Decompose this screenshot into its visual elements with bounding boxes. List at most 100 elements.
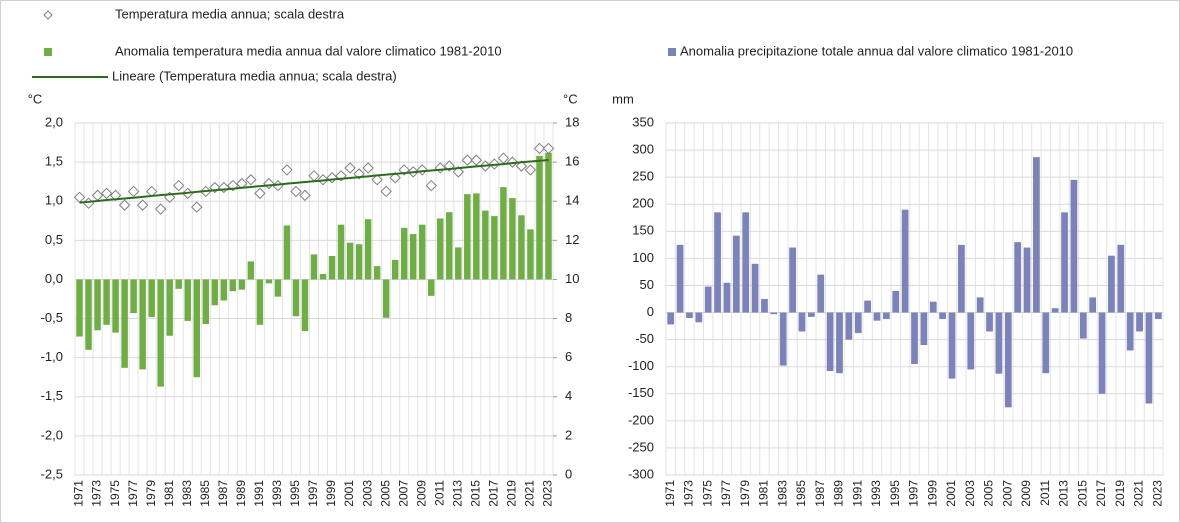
bar <box>676 244 684 313</box>
bar <box>761 299 768 313</box>
point <box>173 179 185 192</box>
bar <box>742 212 750 313</box>
bar <box>382 279 390 318</box>
x-tick-label: 2001 <box>342 480 356 507</box>
bar <box>1126 312 1134 351</box>
y-tick-label: -50 <box>635 331 654 346</box>
bar <box>1079 312 1087 339</box>
y-tick-label: -200 <box>628 412 654 427</box>
bar <box>527 229 534 280</box>
bar <box>319 273 327 280</box>
bar <box>211 279 219 306</box>
y2-tick-label: 12 <box>565 232 579 247</box>
bar <box>667 312 675 325</box>
x-tick-label: 2021 <box>1132 480 1146 507</box>
legend-swatch <box>44 48 52 56</box>
bar <box>112 279 119 333</box>
x-tick-label: 1987 <box>216 480 230 507</box>
x-tick-label: 1983 <box>775 480 789 507</box>
x-tick-label: 2023 <box>1150 480 1164 507</box>
point <box>127 185 140 198</box>
bar <box>130 279 137 314</box>
bar <box>536 155 543 280</box>
y-tick-label: 250 <box>632 169 654 184</box>
legend-swatch <box>43 10 53 20</box>
bar <box>845 312 853 340</box>
bar <box>695 312 703 323</box>
x-tick-label: 2009 <box>414 480 428 507</box>
x-tick-label: 1981 <box>162 480 176 507</box>
y2-axis-label: °C <box>563 91 578 106</box>
y-tick-label: 350 <box>632 114 654 129</box>
legend-swatch <box>668 48 676 56</box>
x-tick-label: 1975 <box>108 480 122 507</box>
x-tick-label: 1993 <box>270 480 284 507</box>
x-tick-label: 1991 <box>850 480 864 507</box>
bar <box>256 279 264 325</box>
bar <box>157 279 164 387</box>
bar <box>1051 308 1059 313</box>
bar <box>939 312 947 320</box>
bar <box>1154 312 1162 320</box>
y2-tick-label: 2 <box>565 427 572 442</box>
x-tick-label: 2017 <box>1094 480 1108 507</box>
x-tick-label: 1989 <box>832 480 846 507</box>
point <box>362 162 374 174</box>
x-tick-label: 1971 <box>72 480 86 507</box>
y2-tick-label: 14 <box>565 193 579 208</box>
bar <box>770 312 778 315</box>
x-tick-label: 2005 <box>378 480 392 507</box>
bar <box>864 300 871 313</box>
point <box>470 154 483 166</box>
bar <box>1145 312 1153 404</box>
point <box>425 179 437 192</box>
x-tick-label: 2001 <box>944 480 958 507</box>
bar <box>238 279 246 290</box>
bar <box>103 279 110 325</box>
x-tick-label: 1979 <box>144 480 158 507</box>
x-tick-label: 1983 <box>180 480 194 507</box>
bar <box>723 282 731 313</box>
y-axis-label: mm <box>612 91 634 106</box>
bar <box>798 312 806 332</box>
bar <box>509 198 516 280</box>
bar <box>995 312 1003 374</box>
x-tick-label: 2003 <box>963 480 977 507</box>
bar <box>1033 157 1040 313</box>
bar <box>873 312 881 321</box>
x-tick-label: 2007 <box>1000 480 1014 507</box>
x-tick-label: 1977 <box>719 480 733 507</box>
bar <box>1042 312 1050 374</box>
bar <box>418 224 426 280</box>
point <box>245 174 257 186</box>
bar <box>220 279 228 301</box>
x-tick-label: 2009 <box>1019 480 1033 507</box>
y2-tick-label: 10 <box>565 271 579 286</box>
bar <box>854 312 862 334</box>
bar <box>274 279 282 297</box>
point <box>290 185 302 198</box>
x-tick-label: 1989 <box>234 480 248 507</box>
bar <box>789 247 796 313</box>
bar <box>882 312 890 320</box>
point <box>100 187 113 200</box>
bar <box>714 212 721 313</box>
y2-tick-label: 6 <box>565 349 572 364</box>
bar <box>473 193 480 280</box>
point <box>533 142 546 155</box>
point <box>281 164 293 176</box>
bar <box>545 152 552 280</box>
x-tick-label: 1973 <box>682 480 696 507</box>
bar <box>446 212 453 280</box>
bar <box>193 279 201 378</box>
x-tick-label: 1999 <box>324 480 338 507</box>
point <box>542 142 555 155</box>
y-tick-label: 200 <box>632 196 654 211</box>
x-tick-label: 2011 <box>432 480 446 506</box>
bar <box>920 312 928 346</box>
y-tick-label: -0,5 <box>41 310 63 325</box>
x-tick-label: 2019 <box>1113 480 1127 507</box>
bar <box>437 218 444 280</box>
bar <box>184 279 191 321</box>
x-tick-label: 2017 <box>487 480 501 507</box>
